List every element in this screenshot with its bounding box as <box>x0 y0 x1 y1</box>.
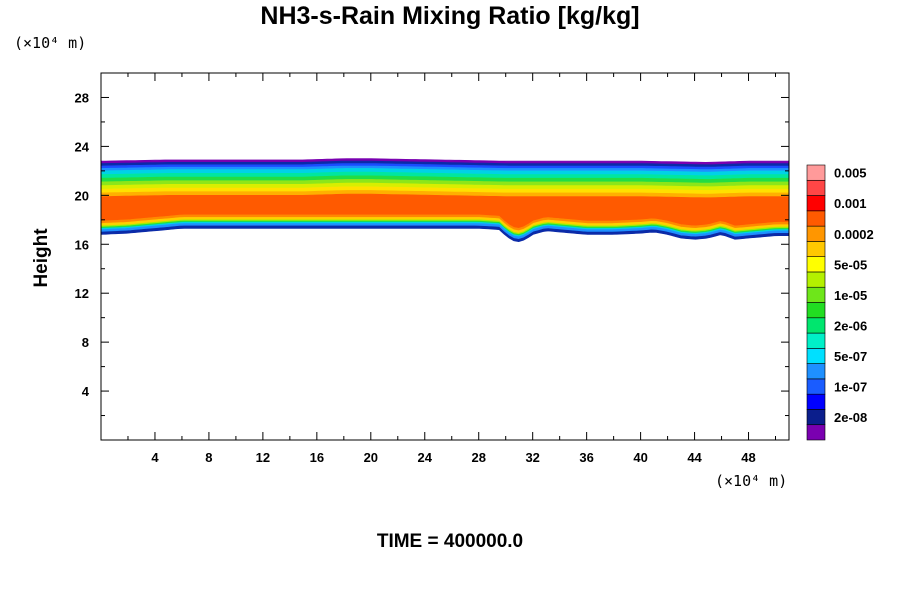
colorbar-swatch <box>806 363 826 380</box>
colorbar-label: 2e-06 <box>834 318 867 333</box>
colorbar-swatch <box>806 348 826 364</box>
x-tick-label: 12 <box>256 450 270 465</box>
x-tick-label: 8 <box>205 450 212 465</box>
colorbar-swatch <box>806 179 826 196</box>
x-tick-label: 16 <box>310 450 324 465</box>
x-tick-label: 36 <box>579 450 593 465</box>
colorbar-swatch <box>806 256 826 273</box>
x-tick-label: 4 <box>151 450 159 465</box>
contour-bands <box>101 158 789 243</box>
colorbar-swatch <box>806 332 826 349</box>
colorbar-label: 0.0002 <box>834 227 874 242</box>
colorbar-swatch <box>806 424 826 441</box>
x-tick-label: 44 <box>687 450 702 465</box>
chart-title: NH3-s-Rain Mixing Ratio [kg/kg] <box>260 2 640 30</box>
colorbar-swatch <box>806 286 826 303</box>
y-tick-label: 4 <box>82 384 90 399</box>
x-tick-label: 40 <box>633 450 647 465</box>
colorbar-label: 2e-08 <box>834 410 867 425</box>
x-tick-label: 20 <box>364 450 378 465</box>
colorbar-swatch <box>806 302 826 319</box>
colorbar-swatch <box>806 409 826 426</box>
x-tick-label: 24 <box>418 450 433 465</box>
x-tick-label: 28 <box>471 450 485 465</box>
colorbar-label: 0.005 <box>834 166 867 181</box>
y-tick-label: 20 <box>75 188 89 203</box>
colorbar-label: 5e-05 <box>834 257 867 272</box>
colorbar-swatch <box>806 241 826 257</box>
colorbar-swatch <box>806 378 826 395</box>
plot-frame <box>100 72 790 441</box>
colorbar: 2e-08 1e-07 5e-07 2e-06 1e-05 5e-05 0.0002 0.00… <box>806 164 874 441</box>
colorbar-swatch <box>806 317 826 334</box>
colorbar-label: 1e-07 <box>834 380 867 395</box>
y-tick-label: 16 <box>75 237 89 252</box>
colorbar-label: 0.001 <box>834 196 867 211</box>
y-tick-label: 24 <box>75 139 90 154</box>
colorbar-label: 1e-05 <box>834 288 867 303</box>
y-tick-label: 28 <box>75 90 89 105</box>
time-label: TIME = 400000.0 <box>376 531 524 552</box>
x-axis-unit: (×10⁴ m) <box>715 472 788 490</box>
colorbar-swatch <box>806 271 826 288</box>
y-tick-label: 12 <box>75 286 89 301</box>
colorbar-label: 5e-07 <box>834 349 867 364</box>
colorbar-swatch <box>806 393 826 410</box>
colorbar-swatch <box>806 164 826 181</box>
contour-band-18 <box>101 225 789 243</box>
colorbar-swatch <box>806 210 826 227</box>
y-axis-unit: (×10⁴ m) <box>14 34 87 52</box>
y-tick-label: 8 <box>82 335 89 350</box>
x-tick-label: 32 <box>525 450 539 465</box>
colorbar-swatch <box>806 225 826 242</box>
x-tick-label: 48 <box>741 450 755 465</box>
colorbar-swatch <box>806 195 826 212</box>
